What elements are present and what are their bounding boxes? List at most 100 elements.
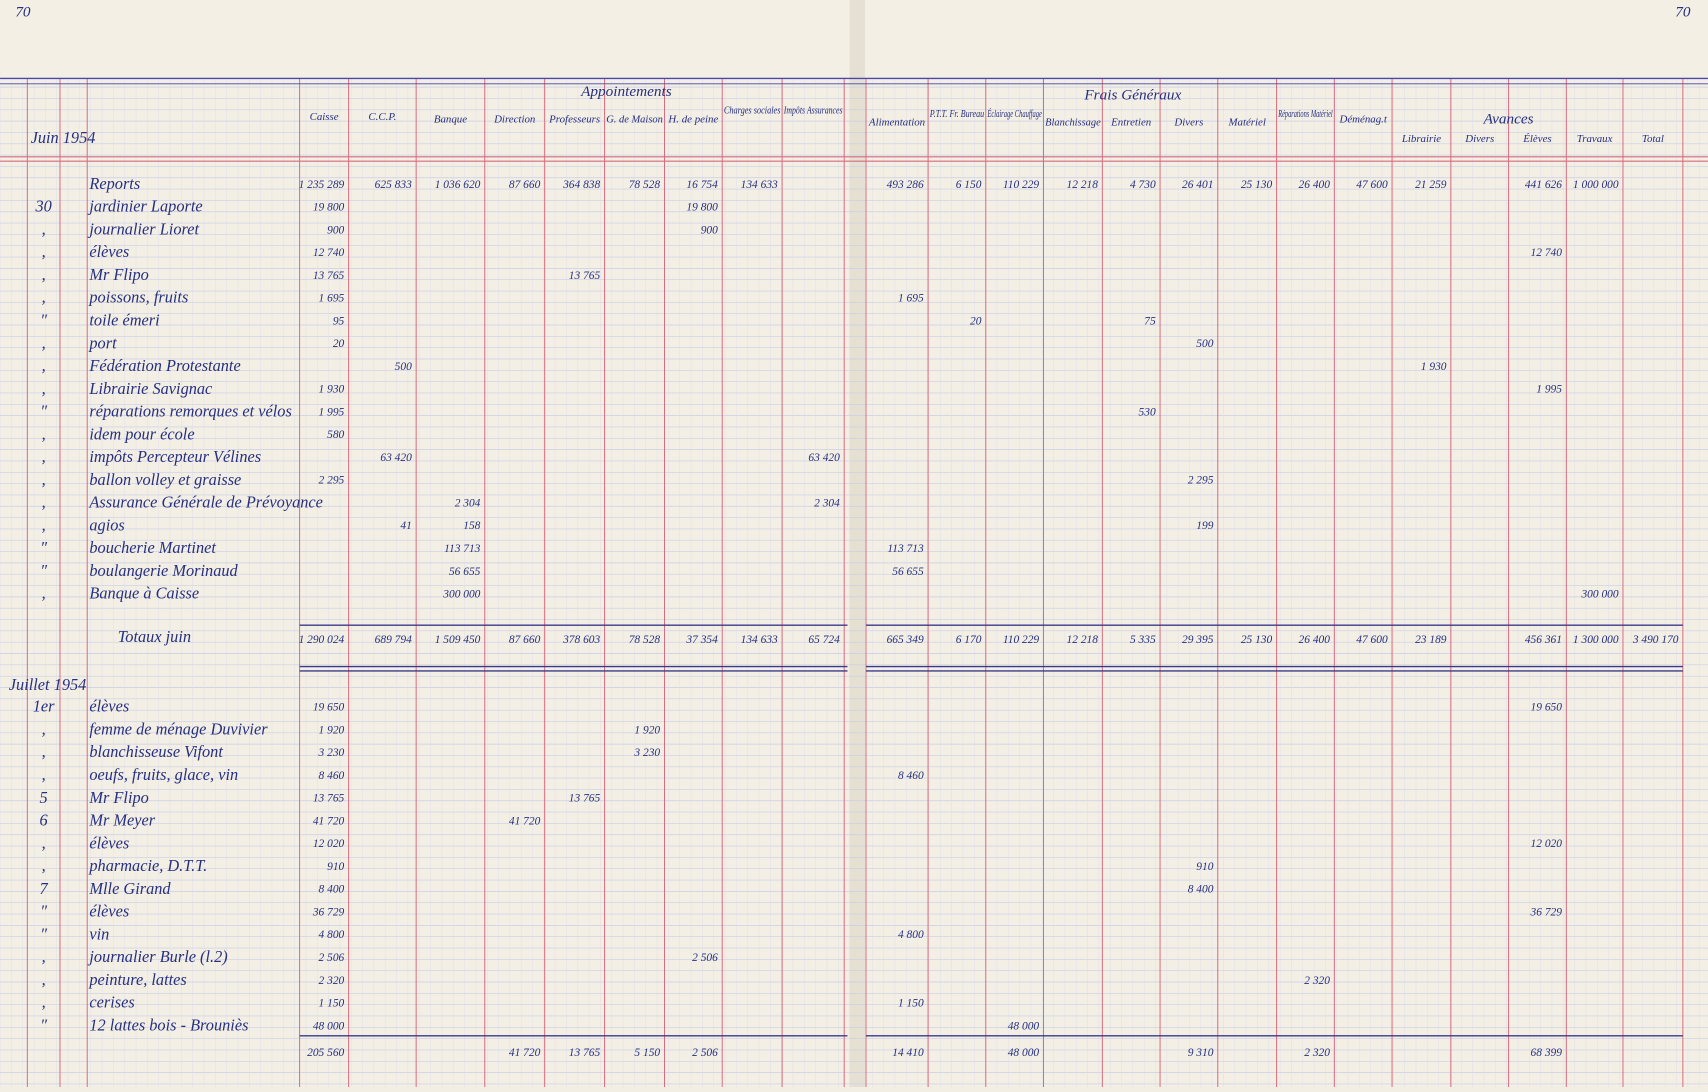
entry-date: , [42,719,46,738]
entry-label: femme de ménage Duvivier [89,719,268,738]
entry-label: boulangerie Morinaud [89,561,238,580]
entry-amount: 1 150 [898,998,924,1010]
entry-amount: 134 633 [741,179,778,191]
total-amount: 689 794 [375,634,412,646]
entry-amount: 4 730 [1130,179,1156,191]
entry-amount: 110 229 [1003,179,1040,191]
entry-amount: 1 695 [319,293,345,305]
column-header: Total [1642,133,1664,145]
total-amount: 665 349 [887,634,924,646]
total-amount: 134 633 [741,634,778,646]
entry-label: boucherie Martinet [89,538,216,557]
total-amount: 12 218 [1067,634,1099,646]
entry-label: vin [89,924,109,943]
entry-label: 12 lattes bois - Brouniès [89,1015,248,1034]
entry-date: , [42,584,46,603]
entry-label: oeufs, fruits, glace, vin [89,765,238,784]
entry-amount: 1 235 289 [299,179,345,191]
entry-label: toile émeri [89,310,160,329]
entry-amount: 910 [1196,861,1213,873]
entry-amount: 4 800 [319,929,345,941]
entry-amount: 500 [1196,338,1213,350]
entry-amount: 910 [327,861,344,873]
entry-amount: 75 [1144,315,1156,327]
total-amount: 1 300 000 [1573,634,1619,646]
total-amount: 13 765 [569,1047,601,1059]
entry-date: , [42,765,46,784]
entry-date: ″ [40,902,47,921]
entry-date: 1er [33,697,55,716]
entry-label: élèves [89,902,129,921]
entry-label: peinture, lattes [88,970,186,989]
column-header: Déménag.t [1338,113,1387,125]
entry-amount: 63 420 [808,452,840,464]
group-header: Avances [1483,110,1534,127]
entry-amount: 48 000 [313,1020,345,1032]
entry-amount: 2 295 [1188,475,1214,487]
entry-label: Reports [88,174,140,193]
entry-label: pharmacie, D.T.T. [88,856,207,875]
entry-amount: 19 800 [313,202,345,214]
column-header: Élèves [1522,133,1551,145]
column-header: P.T.T. Fr. Bureau [929,108,985,120]
entry-date: , [42,424,46,443]
entry-amount: 6 150 [956,179,982,191]
entry-date: , [42,242,46,261]
total-amount: 5 150 [634,1047,660,1059]
entry-amount: 25 130 [1241,179,1273,191]
entry-amount: 2 295 [319,475,345,487]
column-header: G. de Maison [606,113,663,125]
column-header: Blanchissage [1045,117,1101,129]
entry-date: 5 [40,788,48,807]
total-amount: 78 528 [629,634,661,646]
entry-amount: 530 [1139,406,1156,418]
entry-date: , [42,288,46,307]
total-amount: 68 399 [1531,1047,1563,1059]
entry-amount: 56 655 [449,566,481,578]
entry-date: , [42,265,46,284]
entry-amount: 26 401 [1182,179,1213,191]
total-amount: 65 724 [808,634,840,646]
entry-amount: 13 765 [569,270,601,282]
column-header: Banque [434,113,467,125]
entry-date: 6 [40,811,49,830]
entry-date: ″ [40,310,47,329]
column-header: Travaux [1577,133,1613,145]
entry-date: , [42,379,46,398]
total-amount: 110 229 [1003,634,1040,646]
entry-amount: 56 655 [892,566,924,578]
entry-amount: 8 400 [1188,884,1214,896]
column-header: Caisse [310,111,339,123]
gutter [849,0,865,1087]
entry-amount: 20 [970,315,982,327]
entry-label: Librairie Savignac [88,379,213,398]
entry-date: ″ [40,924,47,943]
entry-label: blanchisseuse Vifont [89,742,223,761]
group-header: Frais Généraux [1083,86,1181,103]
entry-date: ″ [40,538,47,557]
column-header: Éclairage Chauffage [987,108,1042,120]
entry-amount: 364 838 [562,179,600,191]
entry-label: Mr Meyer [88,811,155,830]
entry-amount: 78 528 [629,179,661,191]
entry-amount: 1 036 620 [435,179,481,191]
entry-amount: 1 930 [1421,361,1447,373]
entry-amount: 1 000 000 [1573,179,1619,191]
entry-label: agios [89,515,124,534]
total-amount: 14 410 [892,1047,924,1059]
entry-amount: 1 930 [319,384,345,396]
entry-amount: 2 506 [692,952,718,964]
column-header: Direction [493,113,535,125]
entry-label: journalier Burle (l.2) [87,947,227,966]
entry-amount: 8 460 [898,770,924,782]
entry-label: Assurance Générale de Prévoyance [88,493,323,512]
total-amount: 37 354 [685,634,718,646]
entry-amount: 580 [327,429,344,441]
entry-amount: 158 [463,520,480,532]
column-header: Divers [1464,133,1494,145]
entry-amount: 1 920 [319,724,345,736]
entry-amount: 300 000 [442,589,480,601]
entry-label: élèves [89,697,129,716]
entry-amount: 2 304 [814,497,840,509]
entry-date: , [42,993,46,1012]
